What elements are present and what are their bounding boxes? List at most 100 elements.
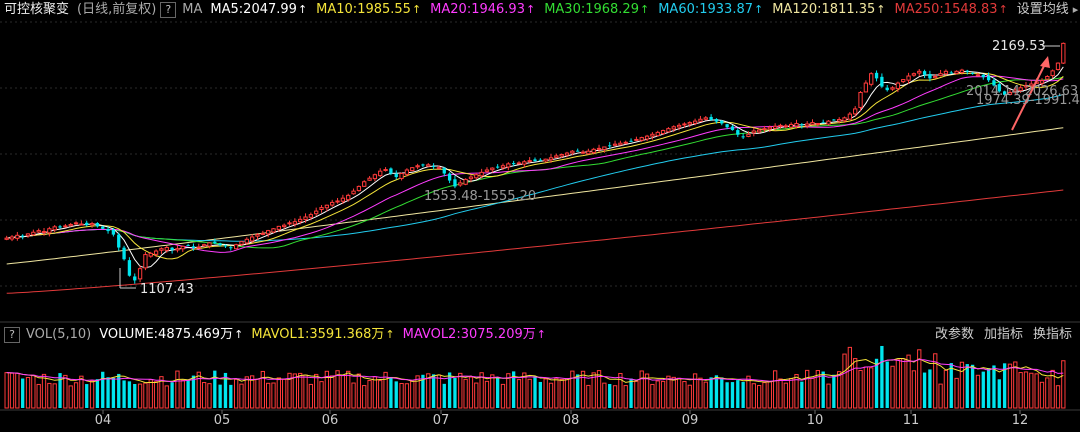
volume-bar-up [789, 377, 794, 409]
volume-bar-up [367, 380, 372, 409]
ma-settings-button[interactable]: 设置均线 [1016, 2, 1069, 17]
volume-bar-up [25, 377, 31, 409]
candle-down [821, 122, 825, 124]
volume-bar-up [201, 382, 207, 409]
candle-up [543, 158, 548, 162]
candle-down [117, 234, 121, 248]
chart-subtitle: (日线,前复权) [77, 2, 157, 17]
volume-bar-up [580, 370, 586, 409]
volume-bar-up [1050, 369, 1055, 409]
candle-up [644, 135, 650, 140]
candle-up [703, 117, 708, 120]
candle-up [415, 165, 420, 168]
volume-bar-down [533, 376, 537, 408]
volume-bar-up [282, 378, 287, 409]
x-tick-label: 04 [95, 413, 112, 428]
volume-bar-down [85, 384, 89, 408]
ma-up-arrow-icon: ↑ [411, 3, 422, 16]
candle-up [901, 79, 906, 83]
mavol1-value: MAVOL1:3591.368万 [251, 327, 385, 342]
ma250-layer [6, 189, 1064, 294]
volume-bar-down [709, 377, 713, 408]
candle-up [266, 230, 271, 235]
candle-down [127, 260, 132, 276]
ma10-line [6, 72, 1064, 260]
switch-indicator-button[interactable]: 换指标 [1032, 327, 1072, 342]
candle-up [319, 207, 324, 210]
mavol2-line [6, 358, 1064, 383]
volume-bar-up [175, 370, 180, 409]
volume-bar-up [260, 370, 265, 409]
candle-up [324, 204, 330, 209]
volume-bar-up [826, 383, 831, 409]
volume-bar-up [618, 372, 623, 409]
volume-bar-up [303, 374, 308, 409]
volume-bar-down [720, 377, 724, 408]
candle-up [201, 244, 207, 247]
ma60-layer [6, 93, 1064, 242]
candle-up [858, 91, 863, 108]
candle-up [751, 130, 756, 134]
help-button[interactable]: ? [160, 2, 177, 18]
candle-up [516, 162, 522, 165]
x-axis: 04 05 06 07 08 09 10 11 12 [95, 410, 1028, 428]
volume-bar-up [612, 385, 618, 409]
volume-bar-up [1039, 381, 1045, 409]
candle-down [191, 246, 196, 248]
candle-up [655, 131, 660, 137]
candle-up [314, 210, 319, 215]
volume-bar-down [949, 363, 953, 408]
volume-bar-up [869, 367, 874, 409]
candle-up [586, 150, 591, 155]
edit-params-button[interactable]: 改参数 [934, 327, 974, 342]
candle-up [671, 126, 676, 130]
candle-down [608, 145, 612, 147]
ma60-line [6, 93, 1064, 242]
candle-up [15, 234, 20, 239]
volume-bar-up [671, 376, 676, 409]
volume-bar-up [47, 382, 52, 409]
candle-up [41, 231, 47, 234]
volume-bar-down [970, 364, 975, 408]
candle-down [725, 124, 729, 128]
volume-bar-up [751, 383, 756, 409]
candle-down [576, 150, 580, 152]
volume-help-button[interactable]: ? [4, 327, 20, 343]
volume-bar-up [468, 376, 474, 409]
range-label-right-2: 1974.39-1991.42 [976, 93, 1080, 108]
candle-up [1018, 87, 1023, 92]
candle-up [1055, 62, 1061, 70]
add-indicator-button[interactable]: 加指标 [983, 327, 1023, 342]
candle-down [223, 245, 228, 247]
volume-bar-up [484, 380, 490, 409]
candle-up [378, 170, 383, 177]
candle-down [741, 136, 745, 138]
candle-up [4, 237, 9, 240]
volume-bar-down [122, 380, 126, 408]
candle-down [421, 164, 425, 166]
candle-up [783, 125, 788, 128]
volume-indicator-name[interactable]: VOL(5,10) [26, 327, 92, 342]
volume-bar-down [922, 372, 927, 408]
candle-up [890, 87, 895, 90]
candle-up [634, 138, 639, 141]
candle-up [271, 228, 276, 233]
candle-up [356, 185, 362, 192]
candle-down [709, 116, 713, 120]
candle-up [554, 155, 559, 158]
volume-bar-up [901, 358, 906, 409]
candle-up [372, 174, 378, 180]
candle-down [122, 247, 126, 260]
candle-up [917, 70, 922, 74]
candle-down [928, 74, 932, 79]
candle-up [826, 120, 831, 125]
candle-up [522, 161, 527, 165]
low-label: 1107.43 [140, 282, 194, 297]
volume-bar-down [453, 377, 457, 408]
volume-bar-up [436, 374, 442, 409]
candle-up [570, 150, 575, 154]
ma5-layer [6, 66, 1064, 269]
volume-bar-up [767, 381, 772, 409]
candle-up [73, 222, 79, 225]
candle-up [260, 232, 265, 235]
